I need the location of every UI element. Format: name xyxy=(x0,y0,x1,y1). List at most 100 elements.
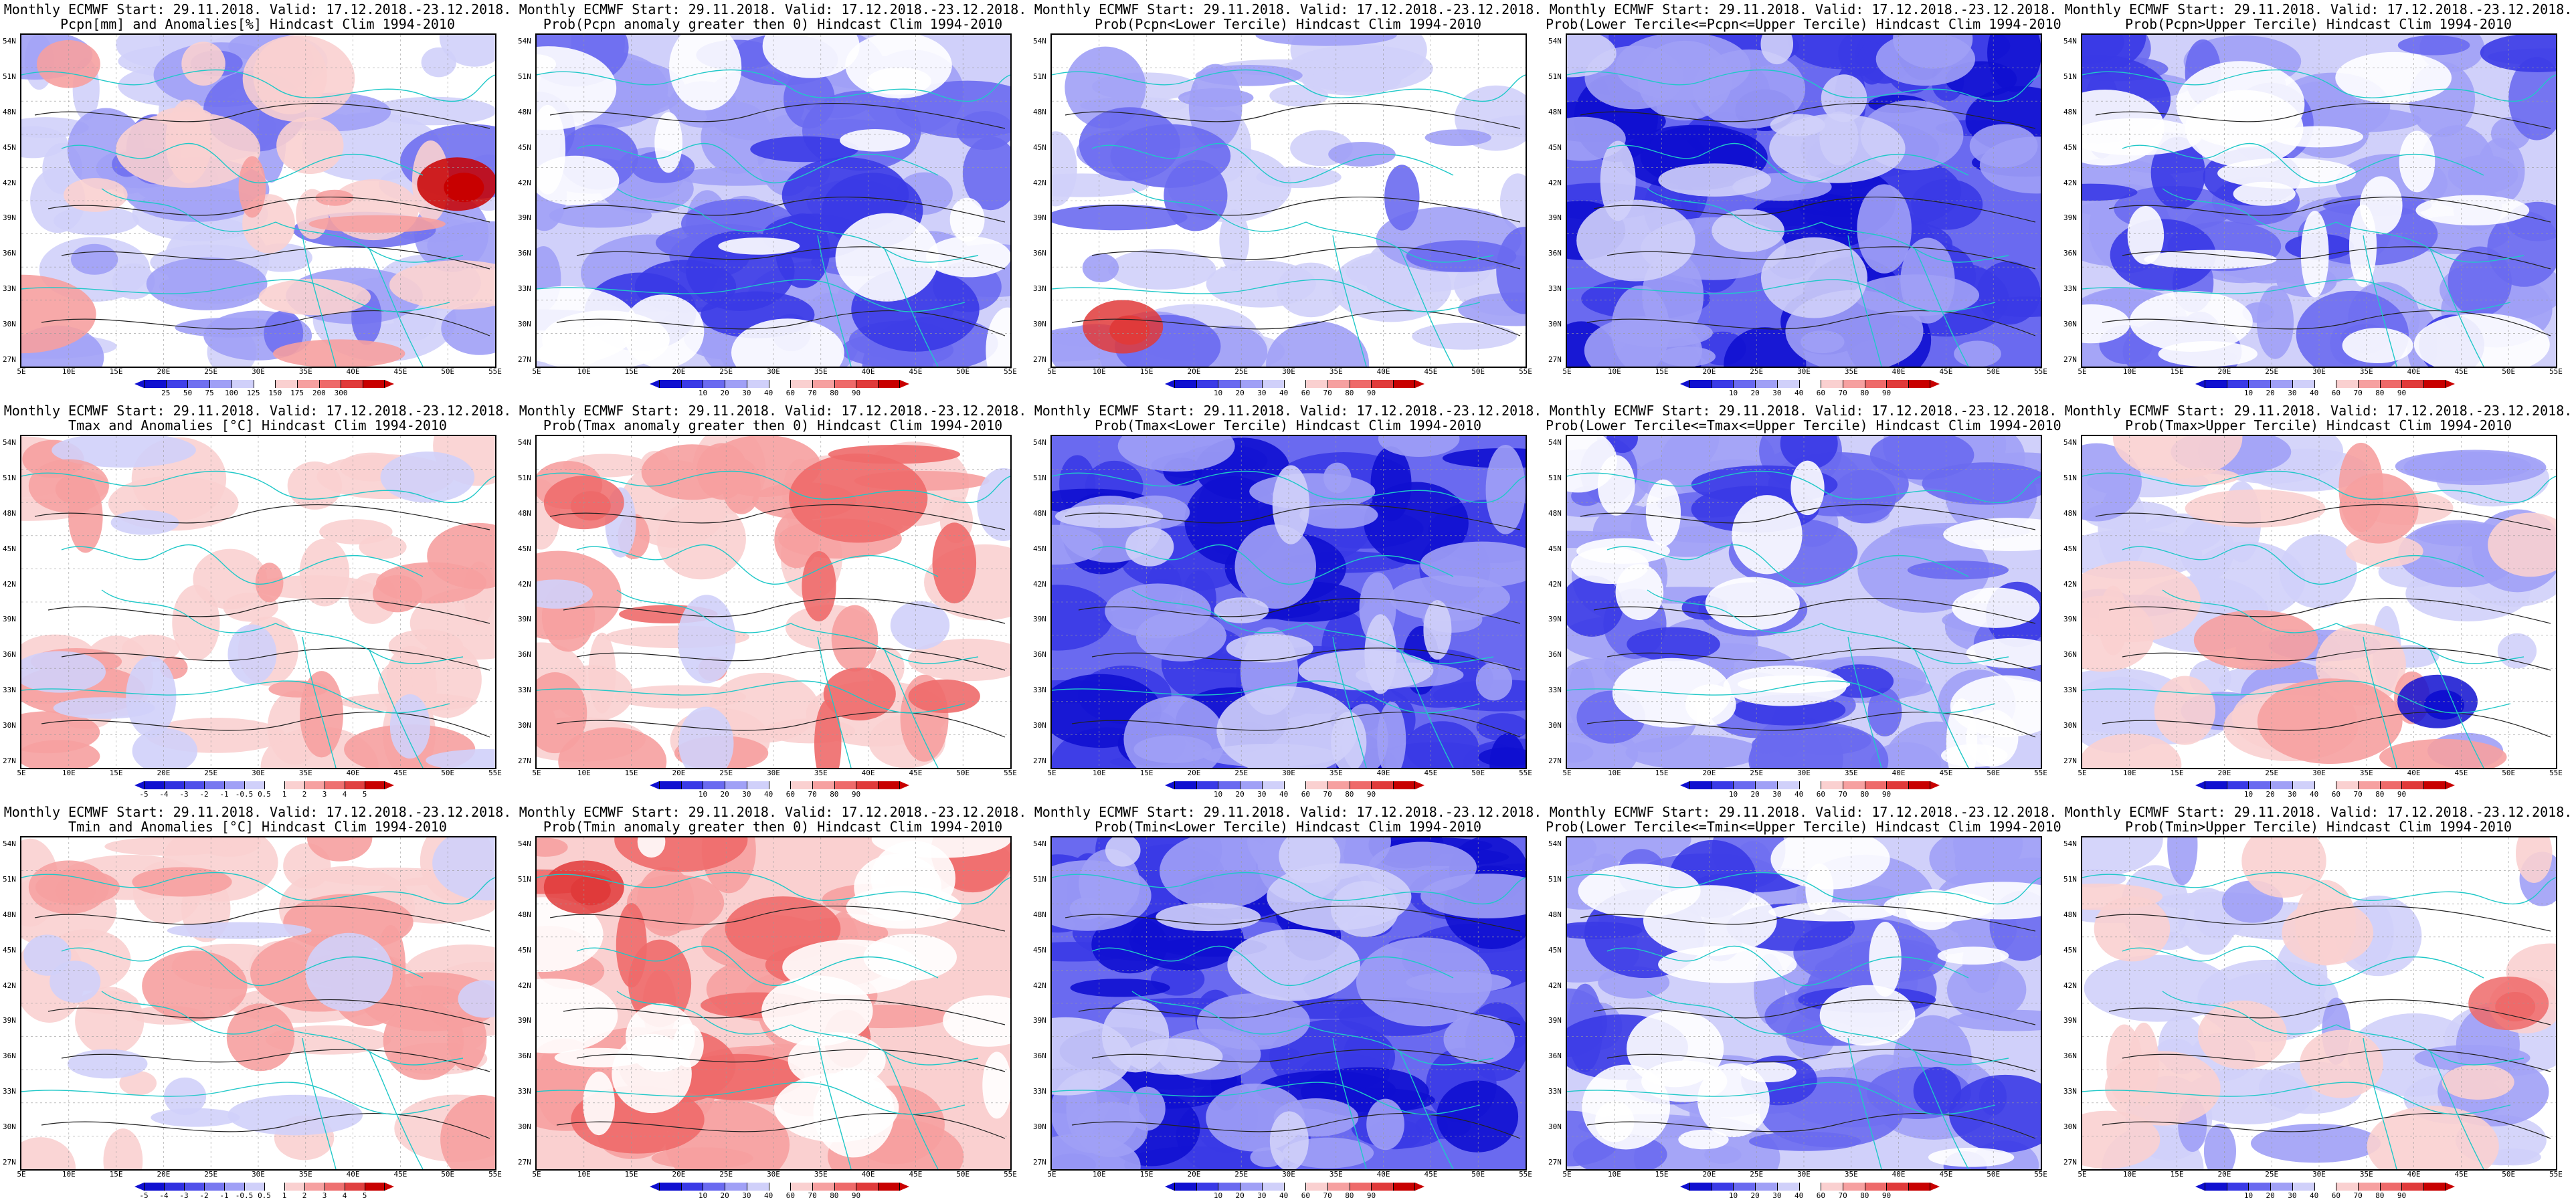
colorbar-swatch xyxy=(812,1183,834,1191)
colorbar xyxy=(2205,1183,2446,1191)
colorbar-swatch xyxy=(1711,1183,1734,1191)
panel-title-variable: Prob(Tmin>Upper Tercile) Hindcast Clim 1… xyxy=(2125,819,2512,835)
colorbar-tick-label: 50 xyxy=(183,389,193,397)
colorbar xyxy=(659,380,900,388)
colorbar-tick-label: 30 xyxy=(1772,389,1782,397)
longitude-label: 55E xyxy=(2034,367,2047,376)
colorbar-swatch xyxy=(659,1183,681,1191)
colorbar-swatch xyxy=(2314,1183,2336,1191)
latitude-label: 54N xyxy=(3,438,16,447)
latitude-label: 36N xyxy=(518,249,531,258)
colorbar-swatch xyxy=(1864,380,1887,388)
colorbar-tick-label: 125 xyxy=(246,389,260,397)
colorbar-swatch xyxy=(2358,1183,2380,1191)
latitude-label: 42N xyxy=(1033,981,1046,990)
colorbar-tick-label: 40 xyxy=(2310,1191,2319,1200)
colorbar-swatch xyxy=(1843,380,1865,388)
longitude-label: 30E xyxy=(1797,1170,1811,1179)
longitude-label: 50E xyxy=(1471,769,1485,777)
colorbar-swatch xyxy=(1283,380,1306,388)
latitude-label: 48N xyxy=(1033,910,1046,919)
colorbar-tick-label: 10 xyxy=(698,1191,708,1200)
colorbar-tick-label: 4 xyxy=(342,790,347,799)
colorbar-swatch xyxy=(1393,1183,1415,1191)
latitude-label: 33N xyxy=(518,1087,531,1096)
longitude-label: 55E xyxy=(1519,1170,1532,1179)
colorbar-swatch xyxy=(856,781,879,789)
latitude-label: 42N xyxy=(3,178,16,187)
map-frame xyxy=(1050,435,1527,769)
longitude-label: 20E xyxy=(1187,769,1201,777)
colorbar-swatch xyxy=(1261,781,1284,789)
colorbar-tick-label: 40 xyxy=(1795,389,1804,397)
forecast-panel: Monthly ECMWF Start: 29.11.2018. Valid: … xyxy=(1546,401,2061,803)
colorbar-tick-label: 90 xyxy=(2397,790,2407,799)
colorbar-swatch xyxy=(2358,380,2380,388)
longitude-label: 50E xyxy=(2502,769,2516,777)
map-frame xyxy=(1050,836,1527,1171)
longitude-label: 35E xyxy=(1329,367,1343,376)
longitude-label: 30E xyxy=(252,769,265,777)
colorbar-tick-label: 20 xyxy=(1750,790,1760,799)
map-frame xyxy=(1566,435,2042,769)
longitude-label: 35E xyxy=(1844,769,1858,777)
longitude-label: 15E xyxy=(1139,1170,1154,1179)
panel-title-variable: Pcpn[mm] and Anomalies[%] Hindcast Clim … xyxy=(60,16,455,32)
colorbar-tick-label: 5 xyxy=(362,790,367,799)
colorbar-max-arrow xyxy=(2446,1183,2455,1191)
latitude-label: 27N xyxy=(2063,757,2077,765)
colorbar-swatch xyxy=(680,1183,703,1191)
latitude-label: 30N xyxy=(2063,320,2077,329)
longitude-label: 10E xyxy=(2122,1170,2136,1179)
colorbar xyxy=(1689,781,1930,789)
longitude-label: 30E xyxy=(767,367,780,376)
longitude-label: 45E xyxy=(1424,1170,1438,1179)
latitude-label: 45N xyxy=(2063,544,2077,553)
longitude-label: 50E xyxy=(1471,1170,1485,1179)
colorbar-swatch xyxy=(1689,781,1712,789)
longitude-label: 35E xyxy=(2359,1170,2373,1179)
latitude-label: 30N xyxy=(2063,721,2077,730)
colorbar-swatch xyxy=(878,1183,900,1191)
longitude-label: 15E xyxy=(2170,1170,2184,1179)
latitude-label: 54N xyxy=(1033,438,1046,447)
longitude-label: 5E xyxy=(1562,769,1572,777)
colorbar-swatch xyxy=(703,1183,725,1191)
map-field xyxy=(1052,837,1526,1169)
longitude-label: 50E xyxy=(1987,367,2001,376)
longitude-label: 50E xyxy=(1471,367,1485,376)
colorbar-tick-label: 175 xyxy=(290,389,304,397)
latitude-label: 42N xyxy=(2063,981,2077,990)
colorbar-tick-label: 70 xyxy=(1323,1191,1332,1200)
map-frame xyxy=(2081,836,2557,1171)
colorbar-swatch xyxy=(204,781,224,789)
colorbar-tick-label: 1 xyxy=(282,790,287,799)
latitude-label: 30N xyxy=(3,320,16,329)
longitude-label: 50E xyxy=(956,1170,970,1179)
colorbar-tick-label: 10 xyxy=(1728,790,1738,799)
longitude-label: 20E xyxy=(157,769,171,777)
colorbar-tick-label: 90 xyxy=(2397,1191,2407,1200)
colorbar-tick-label: 10 xyxy=(1728,389,1738,397)
colorbar-tick-label: 20 xyxy=(720,1191,729,1200)
colorbar-swatch xyxy=(1283,781,1306,789)
colorbar-swatch xyxy=(1283,1183,1306,1191)
panel-title-run: Monthly ECMWF Start: 29.11.2018. Valid: … xyxy=(1549,1,2057,17)
colorbar-tick-label: 70 xyxy=(1838,1191,1847,1200)
latitude-label: 36N xyxy=(3,249,16,258)
colorbar-swatch xyxy=(1305,1183,1328,1191)
longitude-label: 20E xyxy=(157,1170,171,1179)
latitude-label: 45N xyxy=(2063,142,2077,152)
colorbar-swatch xyxy=(2358,781,2380,789)
colorbar-swatch xyxy=(2226,781,2249,789)
colorbar xyxy=(144,781,385,789)
longitude-label: 20E xyxy=(1702,1170,1716,1179)
colorbar-tick-label: 3 xyxy=(322,790,327,799)
colorbar-tick-label: 90 xyxy=(1881,790,1892,799)
map-field xyxy=(21,837,495,1169)
colorbar-min-arrow xyxy=(650,380,659,388)
longitude-label: 40E xyxy=(2407,367,2421,376)
colorbar-swatch xyxy=(1821,1183,1843,1191)
colorbar-swatch xyxy=(1776,1183,1799,1191)
colorbar-tick-label: 30 xyxy=(742,1191,751,1200)
